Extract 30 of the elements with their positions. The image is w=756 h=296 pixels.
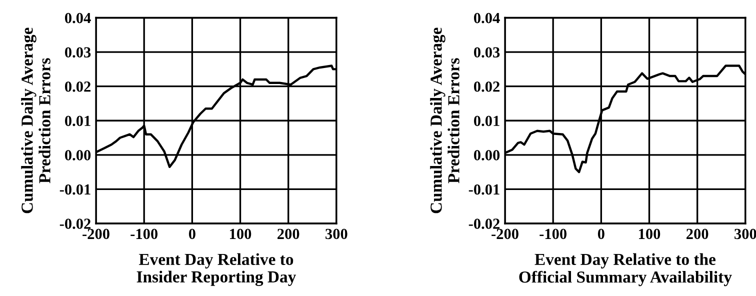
x-tick-label: 0 bbox=[598, 228, 604, 240]
x-tick-label: 0 bbox=[188, 228, 196, 240]
y-tick-label: 0.00 bbox=[64, 150, 91, 160]
y-tick-label: -0.01 bbox=[468, 184, 500, 195]
y-axis-title: Cumulative Daily Average Prediction Errors bbox=[21, 28, 50, 214]
x-axis-title: Event Day Relative to the Official Summary Availability bbox=[519, 253, 732, 286]
x-tick-label: -200 bbox=[82, 228, 110, 240]
y-tick-label: -0.01 bbox=[60, 184, 90, 195]
y-tick-label: 0.00 bbox=[474, 150, 500, 160]
y-tick-label: 0.03 bbox=[474, 47, 500, 58]
x-tick-label: -200 bbox=[492, 228, 518, 240]
x-tick-label: 300 bbox=[734, 228, 756, 240]
y-tick-label: 0.01 bbox=[64, 116, 90, 126]
y-axis-title: Cumulative Daily Average Prediction Errors bbox=[430, 28, 460, 214]
y-tick-label: 0.04 bbox=[64, 12, 91, 24]
y-tick-label: 0.02 bbox=[64, 81, 90, 92]
x-tick-label: 300 bbox=[326, 228, 348, 240]
y-tick-label: 0.03 bbox=[64, 47, 91, 58]
y-tick-label: 0.02 bbox=[474, 81, 500, 92]
x-tick-label: -100 bbox=[540, 228, 567, 240]
y-tick-label: -0.02 bbox=[60, 218, 90, 229]
y-tick-label: 0.01 bbox=[474, 116, 500, 126]
y-tick-label: 0.04 bbox=[474, 12, 500, 24]
x-tick-label: 100 bbox=[230, 228, 252, 240]
x-tick-label: 200 bbox=[686, 228, 708, 240]
x-tick-label: 100 bbox=[639, 228, 660, 240]
x-tick-label: -100 bbox=[130, 228, 158, 240]
x-tick-label: 200 bbox=[278, 228, 300, 240]
x-axis-title: Event Day Relative to Insider Reporting Day bbox=[136, 253, 296, 286]
y-tick-label: -0.02 bbox=[468, 218, 500, 229]
